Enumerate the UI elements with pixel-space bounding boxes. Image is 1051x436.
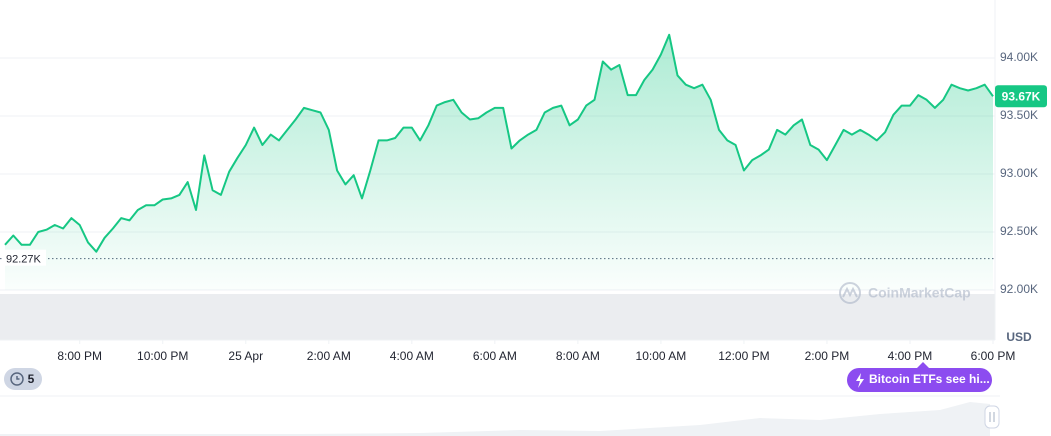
events-count: 5 [28,372,35,386]
x-tick-label: 8:00 PM [57,349,102,363]
x-tick-label: 10:00 AM [636,349,687,363]
reference-label-bg [2,249,46,266]
volume-band [0,294,995,340]
x-tick-label: 4:00 PM [888,349,933,363]
watermark-text: CoinMarketCap [868,285,971,301]
y-tick-label: 93.50K [1000,108,1038,122]
price-line [4,33,994,253]
x-tick-label: 25 Apr [228,349,263,363]
x-tick-label: 2:00 AM [307,349,351,363]
y-tick-label: 93.00K [1000,166,1038,180]
y-unit: USD [1006,330,1032,344]
price-area [5,34,993,290]
reference-label: 92.27K [6,254,42,266]
x-tick-label: 6:00 PM [971,349,1016,363]
y-tick-label: 92.50K [1000,224,1038,238]
y-tick-label: 92.00K [1000,282,1038,296]
watermark: CoinMarketCap [839,282,971,304]
navigator [0,395,1000,436]
x-tick-label: 4:00 AM [390,349,434,363]
x-tick-label: 2:00 PM [805,349,850,363]
x-tick-label: 6:00 AM [473,349,517,363]
x-tick-label: 12:00 PM [718,349,769,363]
current-price-label: 93.67K [1002,89,1041,103]
y-tick-label: 94.00K [1000,50,1038,64]
events-button[interactable]: 5 [4,368,42,390]
event-badge-text: Bitcoin ETFs see hi... [869,372,990,386]
current-price-badge [995,85,1047,108]
event-badge[interactable]: Bitcoin ETFs see hi... [847,362,992,392]
x-tick-label: 8:00 AM [556,349,600,363]
x-tick-label: 10:00 PM [137,349,188,363]
